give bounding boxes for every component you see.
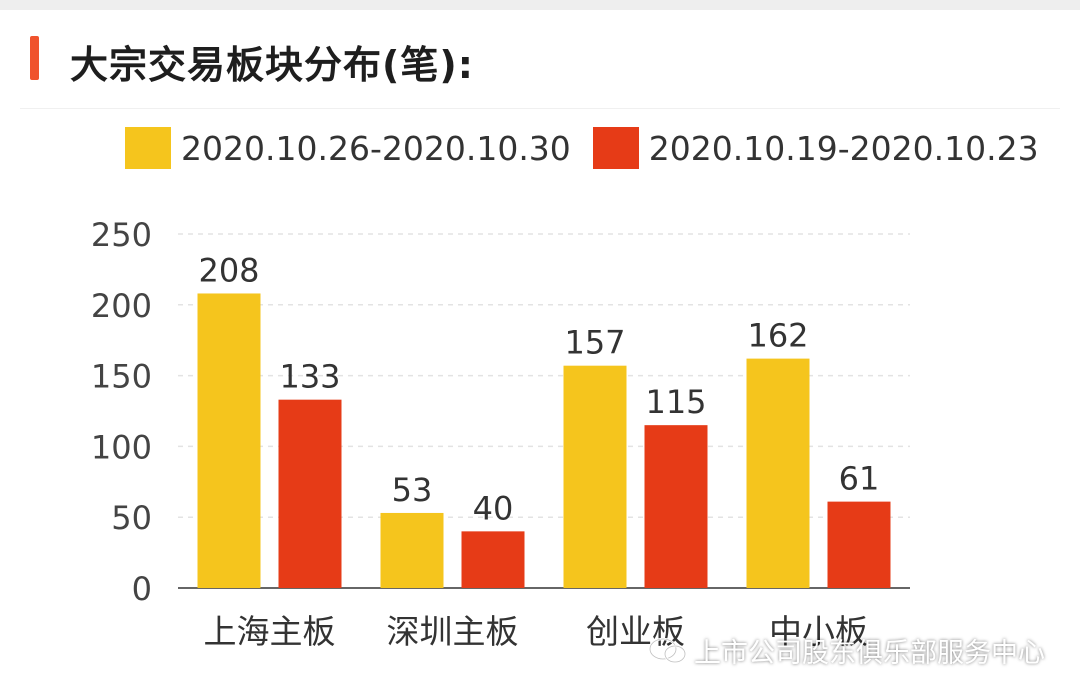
title-accent-bar [30, 36, 39, 80]
y-tick-label: 0 [132, 570, 152, 608]
data-label: 133 [279, 358, 340, 396]
x-tick-label: 中小板 [769, 612, 868, 651]
legend-swatch-series-2 [592, 127, 639, 169]
bar-series-2 [278, 399, 342, 588]
bar-series-1 [746, 358, 810, 588]
legend-label-series-2: 2020.10.19-2020.10.23 [648, 128, 1039, 168]
legend-item-series-2: 2020.10.19-2020.10.23 [592, 127, 1039, 169]
bar-series-1 [380, 512, 444, 588]
bar-series-1 [563, 365, 627, 588]
y-tick-label: 250 [91, 216, 152, 254]
bar-series-2 [644, 425, 708, 588]
y-tick-label: 150 [91, 358, 152, 396]
chart-legend: 2020.10.26-2020.10.30 2020.10.19-2020.10… [125, 127, 1061, 169]
bar-series-2 [461, 531, 525, 588]
data-label: 208 [198, 251, 259, 289]
legend-swatch-series-1 [125, 127, 171, 169]
top-band [0, 0, 1080, 10]
page-title: 大宗交易板块分布(笔): [70, 43, 474, 87]
bar-series-2 [827, 501, 891, 588]
wechat-icon [648, 637, 687, 663]
y-tick-label: 50 [111, 499, 152, 537]
y-tick-label: 100 [91, 428, 152, 466]
data-label: 53 [392, 471, 433, 509]
legend-item-series-1: 2020.10.26-2020.10.30 [125, 127, 571, 169]
x-tick-label: 创业板 [586, 612, 685, 651]
divider [20, 108, 1060, 109]
y-tick-label: 200 [91, 287, 152, 325]
legend-label-series-1: 2020.10.26-2020.10.30 [181, 128, 571, 168]
data-label: 61 [839, 460, 880, 498]
watermark: 上市公司股东俱乐部服务中心 [648, 631, 1045, 670]
data-label: 162 [747, 317, 808, 355]
data-label: 115 [645, 383, 706, 421]
watermark-text: 上市公司股东俱乐部服务中心 [694, 638, 1045, 669]
bar-series-1 [197, 293, 261, 588]
data-label: 157 [564, 324, 625, 362]
x-tick-label: 上海主板 [204, 612, 336, 651]
x-tick-label: 深圳主板 [387, 612, 519, 651]
data-label: 40 [473, 489, 514, 527]
